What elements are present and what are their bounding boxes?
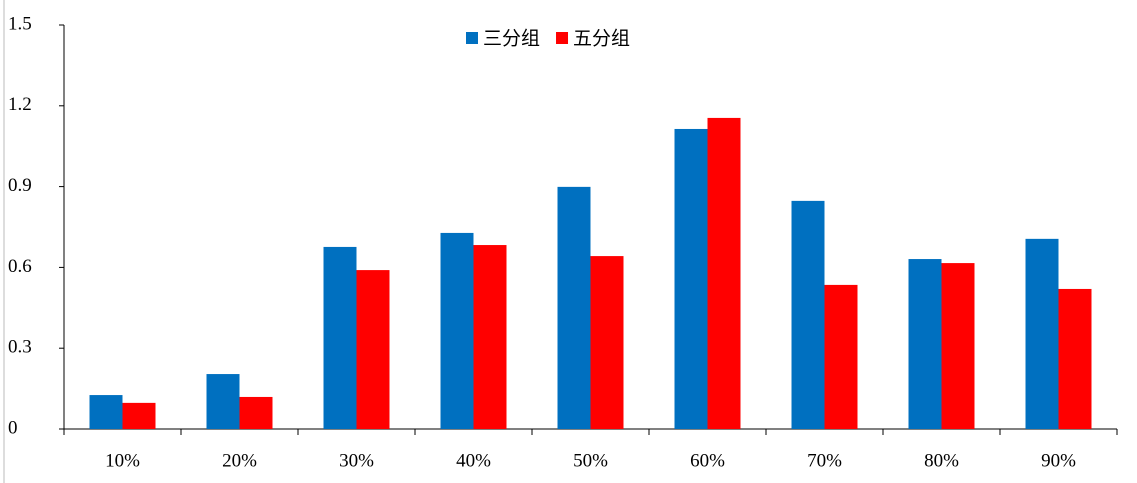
bar	[941, 263, 975, 429]
bar	[89, 395, 123, 429]
legend-label: 五分组	[573, 28, 630, 50]
y-tick-label: 0.6	[8, 256, 32, 277]
legend-swatch	[466, 32, 478, 44]
x-tick-label: 90%	[1041, 450, 1076, 471]
bar	[356, 270, 390, 429]
x-tick-label: 50%	[573, 450, 608, 471]
bar	[440, 232, 474, 429]
x-tick-label: 20%	[222, 450, 257, 471]
y-tick-label: 1.5	[8, 13, 32, 34]
x-tick-label: 70%	[807, 450, 842, 471]
x-tick-label: 10%	[105, 450, 140, 471]
x-tick-label: 80%	[924, 450, 959, 471]
bar	[557, 186, 591, 429]
bar	[1058, 288, 1092, 429]
y-tick-label: 0.9	[8, 175, 32, 196]
bar	[590, 256, 624, 429]
bar	[791, 200, 825, 429]
y-tick-label: 1.2	[8, 94, 32, 115]
bar	[323, 246, 357, 429]
bar	[122, 402, 156, 429]
bar	[674, 128, 708, 430]
bar	[473, 245, 507, 429]
legend-swatch	[556, 32, 569, 44]
bar	[239, 396, 273, 429]
bar	[707, 117, 741, 430]
bar	[1025, 238, 1059, 429]
y-tick-label: 0	[8, 417, 18, 438]
legend-label: 三分组	[483, 28, 540, 50]
bar	[206, 374, 240, 429]
x-tick-label: 40%	[456, 450, 491, 471]
bar	[908, 259, 942, 429]
x-tick-label: 30%	[339, 450, 374, 471]
bar	[824, 284, 858, 429]
x-tick-label: 60%	[690, 450, 725, 471]
y-tick-label: 0.3	[8, 337, 32, 358]
